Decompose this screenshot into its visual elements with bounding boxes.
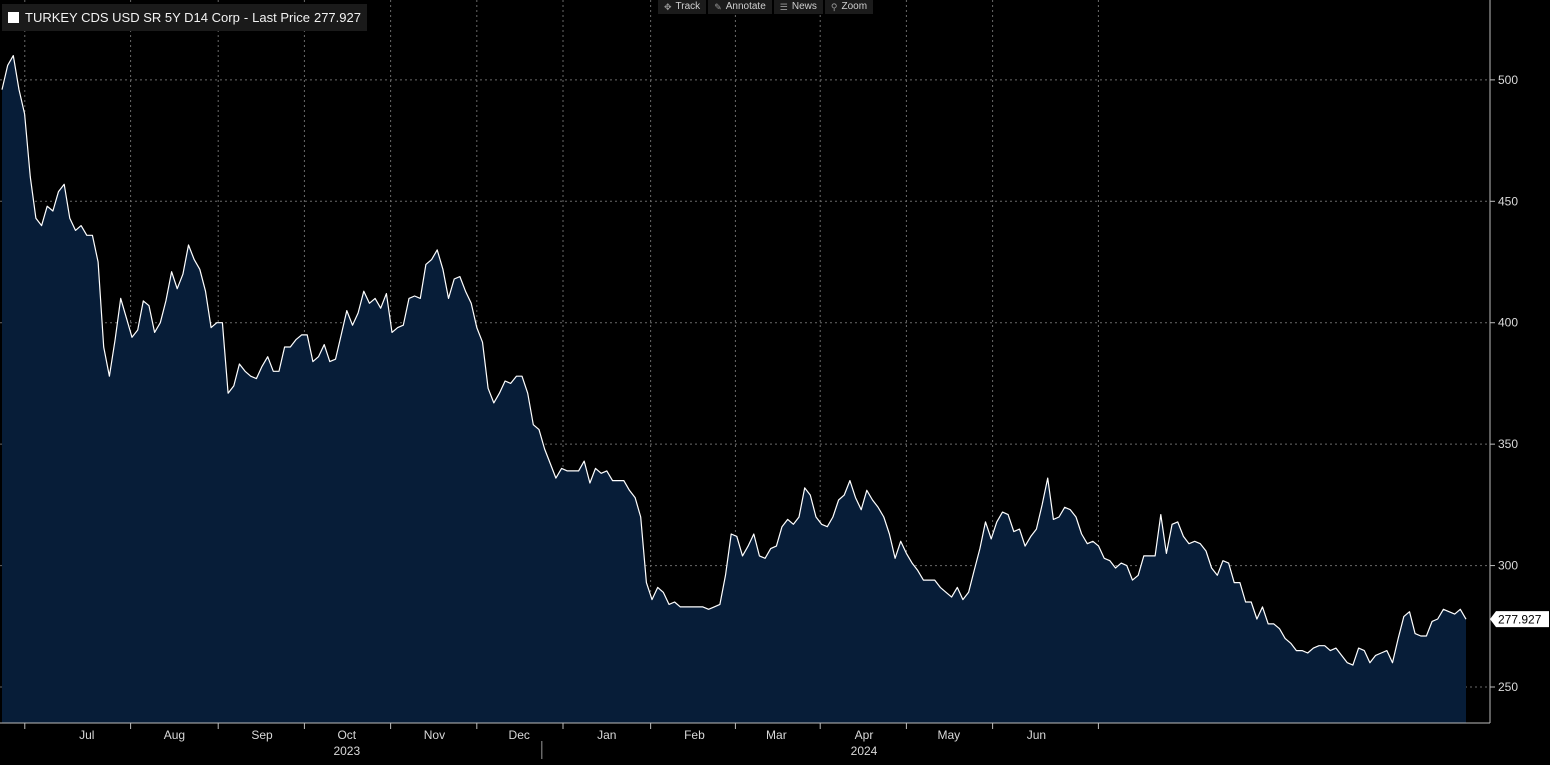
news-icon: ☰	[779, 2, 788, 12]
annotate-label: Annotate	[725, 1, 766, 12]
x-year-label: 2023	[333, 744, 360, 758]
zoom-label: Zoom	[841, 1, 868, 12]
series-line	[1, 55, 1467, 666]
pencil-icon: ✎	[714, 2, 722, 12]
zoom-button[interactable]: ⚲ Zoom	[824, 0, 874, 14]
plot-area	[1, 55, 1467, 724]
legend-last-price: 277.927	[313, 10, 361, 25]
x-tick-label: Apr	[855, 728, 874, 742]
y-tick-label: 400	[1498, 316, 1518, 330]
series-area	[2, 55, 1466, 724]
y-tick-label: 250	[1498, 680, 1518, 694]
news-label: News	[791, 1, 817, 12]
track-label: Track	[675, 1, 701, 12]
x-tick-label: Nov	[424, 728, 445, 742]
series-legend: TURKEY CDS USD SR 5Y D14 Corp - Last Pri…	[2, 4, 367, 31]
y-tick-label: 500	[1498, 73, 1518, 87]
magnifier-icon: ⚲	[830, 2, 838, 12]
x-year-label: 2024	[851, 744, 878, 758]
x-tick-label: Jan	[597, 728, 616, 742]
crosshair-icon: ✥	[664, 2, 672, 12]
x-tick-label: Jun	[1027, 728, 1046, 742]
annotate-button[interactable]: ✎ Annotate	[708, 0, 772, 14]
x-tick-label: Feb	[684, 728, 705, 742]
x-tick-label: Aug	[164, 728, 185, 742]
y-tick-label: 450	[1498, 194, 1518, 208]
legend-series-name: TURKEY CDS USD SR 5Y D14 Corp	[25, 10, 240, 25]
news-button[interactable]: ☰ News	[773, 0, 823, 14]
x-tick-label: Oct	[337, 728, 356, 742]
legend-swatch-icon	[8, 12, 19, 23]
track-button[interactable]: ✥ Track	[658, 0, 707, 14]
y-tick-label: 350	[1498, 437, 1518, 451]
x-tick-label: Dec	[509, 728, 530, 742]
y-tick-label: 300	[1498, 559, 1518, 573]
x-tick-label: Mar	[766, 728, 787, 742]
legend-separator: -	[243, 10, 249, 25]
chart-toolbar: ✥ Track ✎ Annotate ☰ News ⚲ Zoom	[658, 0, 874, 14]
x-tick-label: Jul	[79, 728, 94, 742]
last-price-tag-bg	[1490, 611, 1549, 628]
x-tick-label: Sep	[251, 728, 273, 742]
legend-value-label: Last Price	[252, 10, 310, 25]
last-price-tag-label: 277.927	[1498, 613, 1542, 627]
x-tick-label: May	[937, 728, 960, 742]
last-price-tag: 277.927	[1490, 611, 1549, 628]
